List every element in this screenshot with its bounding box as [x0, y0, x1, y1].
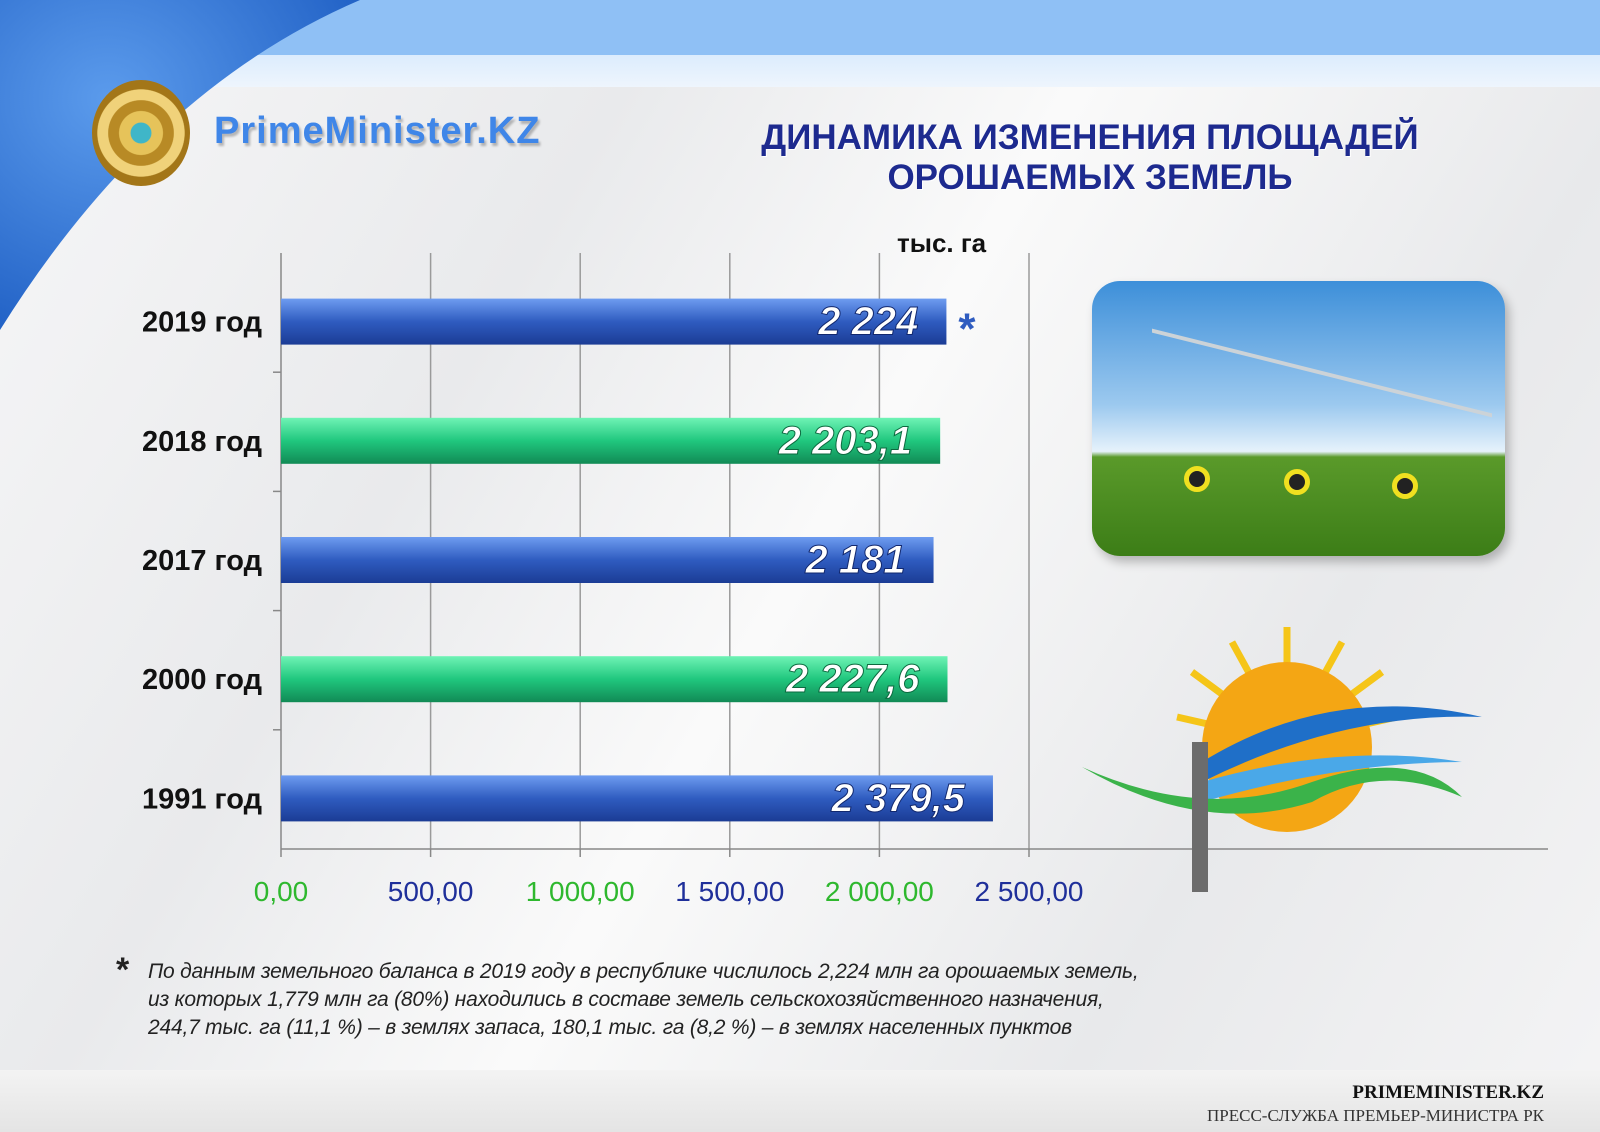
- wheel: [1392, 473, 1418, 499]
- bottom-band: [0, 1070, 1600, 1132]
- irrigation-photo: [1092, 281, 1505, 556]
- brand-logo-text: PrimeMinister.KZ: [214, 110, 541, 152]
- category-label: 2000 год: [142, 664, 262, 696]
- bar-value-label: 2 224: [817, 300, 918, 344]
- x-tick-label: 2 500,00: [975, 876, 1084, 907]
- bar-value-label: 2 181: [804, 538, 905, 582]
- footer-service: ПРЕСС-СЛУЖБА ПРЕМЬЕР-МИНИСТРА РК: [1207, 1106, 1544, 1125]
- x-tick-label: 500,00: [388, 876, 474, 907]
- asterisk-icon: *: [958, 305, 976, 354]
- bar-2000: [281, 656, 948, 703]
- footer-site: PRIMEMINISTER.KZ: [1352, 1082, 1544, 1103]
- x-tick-label: 1 500,00: [675, 876, 784, 907]
- x-tick-label: 0,00: [254, 876, 309, 907]
- bar-value-label: 2 203,1: [778, 419, 912, 463]
- bar-value-label: 2 379,5: [830, 776, 965, 820]
- top-band-light: [0, 55, 1600, 87]
- footnote-line: 244,7 тыс. га (11,1 %) – в землях запаса…: [148, 1016, 1072, 1039]
- title-line-2: ОРОШАЕМЫХ ЗЕМЕЛЬ: [887, 158, 1293, 197]
- category-label: 2017 год: [142, 545, 262, 577]
- unit-label: тыс. га: [897, 228, 987, 258]
- asterisk-icon: *: [116, 951, 130, 989]
- footnote-line: из которых 1,779 млн га (80%) находились…: [148, 988, 1104, 1011]
- sun-irrigation-logo-icon: [1082, 627, 1482, 892]
- category-label: 2019 год: [142, 307, 262, 339]
- bar-chart: 0,00 500,00 1 000,00 1 500,00 2 000,00 2 500,…: [142, 253, 1548, 907]
- wheel: [1284, 469, 1310, 495]
- footnote-line: По данным земельного баланса в 2019 году…: [148, 960, 1139, 983]
- bar-value-label: 2 227,6: [785, 657, 920, 701]
- category-label: 1991 год: [142, 783, 262, 815]
- page-title: ДИНАМИКА ИЗМЕНЕНИЯ ПЛОЩАДЕЙ ОРОШАЕМЫХ ЗЕ…: [740, 118, 1440, 198]
- wheel: [1184, 466, 1210, 492]
- title-line-1: ДИНАМИКА ИЗМЕНЕНИЯ ПЛОЩАДЕЙ: [761, 118, 1419, 157]
- bar-2019: [281, 298, 947, 345]
- bar-2018: [281, 417, 941, 464]
- x-tick-label: 1 000,00: [526, 876, 635, 907]
- footnote: * По данным земельного баланса в 2019 го…: [116, 951, 1518, 1042]
- category-label: 2018 год: [142, 426, 262, 458]
- state-emblem-icon: [92, 80, 190, 186]
- x-tick-label: 2 000,00: [825, 876, 934, 907]
- bar-2017: [281, 537, 934, 583]
- corner-swoosh: [0, 0, 360, 330]
- bar-1991: [281, 775, 993, 822]
